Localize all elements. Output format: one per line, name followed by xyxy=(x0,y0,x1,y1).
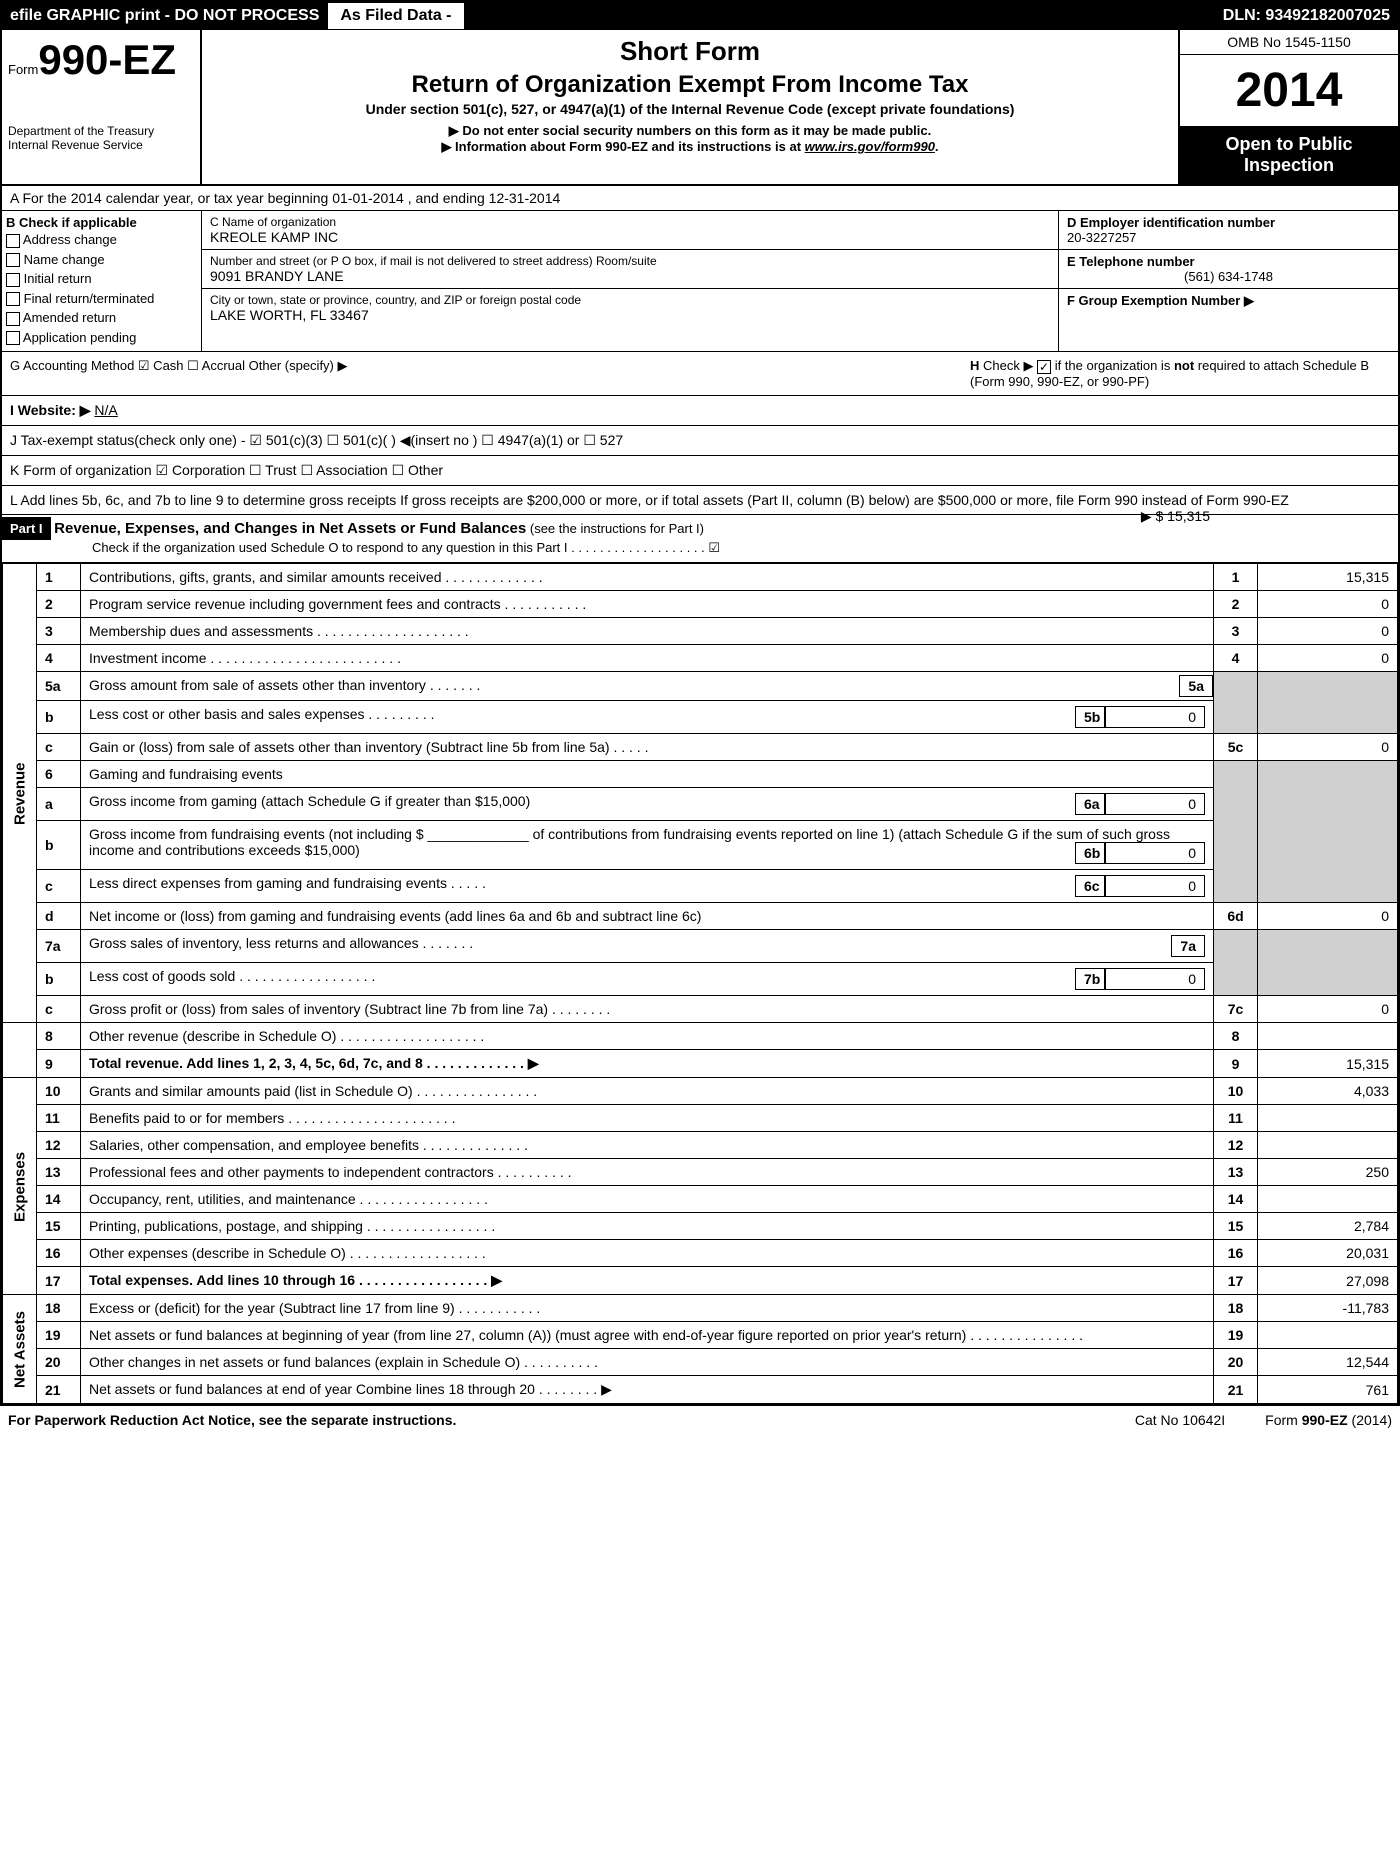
org-name: KREOLE KAMP INC xyxy=(210,229,1050,245)
group-exemption: F Group Exemption Number ▶ xyxy=(1059,289,1398,313)
ein-value: 20-3227257 xyxy=(1067,230,1390,245)
val-14 xyxy=(1258,1186,1398,1213)
top-bar: efile GRAPHIC print - DO NOT PROCESS As … xyxy=(2,2,1398,30)
header-mid: Short Form Return of Organization Exempt… xyxy=(202,30,1178,184)
header-left: Form990-EZ Department of the Treasury In… xyxy=(2,30,202,184)
val-4: 0 xyxy=(1258,645,1398,672)
val-11 xyxy=(1258,1105,1398,1132)
line-j: J Tax-exempt status(check only one) - ☑ … xyxy=(2,426,1398,456)
side-revenue: Revenue xyxy=(3,564,37,1023)
header-right: OMB No 1545-1150 2014 Open to Public Ins… xyxy=(1178,30,1398,184)
val-18: -11,783 xyxy=(1258,1295,1398,1322)
omb-number: OMB No 1545-1150 xyxy=(1180,30,1398,55)
phone-block: E Telephone number (561) 634-1748 xyxy=(1059,250,1398,289)
ein-block: D Employer identification number 20-3227… xyxy=(1059,211,1398,250)
val-16: 20,031 xyxy=(1258,1240,1398,1267)
side-netassets: Net Assets xyxy=(3,1295,37,1404)
org-addr-block: Number and street (or P O box, if mail i… xyxy=(202,250,1058,289)
form-ref: Form 990-EZ (2014) xyxy=(1265,1412,1392,1428)
org-address: 9091 BRANDY LANE xyxy=(210,268,1050,284)
chk-address[interactable]: Address change xyxy=(6,230,197,250)
val-6d: 0 xyxy=(1258,903,1398,930)
val-20: 12,544 xyxy=(1258,1349,1398,1376)
line-l: L Add lines 5b, 6c, and 7b to line 9 to … xyxy=(2,486,1398,515)
val-17: 27,098 xyxy=(1258,1267,1398,1295)
val-19 xyxy=(1258,1322,1398,1349)
page-footer: For Paperwork Reduction Act Notice, see … xyxy=(0,1406,1400,1434)
line-g-h: G Accounting Method ☑ Cash ☐ Accrual Oth… xyxy=(2,352,1398,396)
form-page: efile GRAPHIC print - DO NOT PROCESS As … xyxy=(0,0,1400,1406)
chk-name[interactable]: Name change xyxy=(6,250,197,270)
short-form-title: Short Form xyxy=(208,36,1172,67)
val-8 xyxy=(1258,1023,1398,1050)
chk-pending[interactable]: Application pending xyxy=(6,328,197,348)
phone-value: (561) 634-1748 xyxy=(1067,269,1390,284)
org-city-block: City or town, state or province, country… xyxy=(202,289,1058,327)
col-b-checkboxes: B Check if applicable Address change Nam… xyxy=(2,211,202,351)
val-5c: 0 xyxy=(1258,734,1398,761)
note-info: ▶ Information about Form 990-EZ and its … xyxy=(208,139,1172,155)
part1-label: Part I xyxy=(2,517,51,540)
cat-no: Cat No 10642I xyxy=(1095,1412,1265,1428)
accounting-method: G Accounting Method ☑ Cash ☐ Accrual Oth… xyxy=(10,358,970,389)
val-13: 250 xyxy=(1258,1159,1398,1186)
chk-final[interactable]: Final return/terminated xyxy=(6,289,197,309)
part1-sub: Check if the organization used Schedule … xyxy=(2,540,1398,556)
gross-receipts: ▶ $ 15,315 xyxy=(1141,508,1390,525)
chk-sched-b[interactable]: ✓ xyxy=(1037,360,1051,374)
dept-treasury: Department of the Treasury xyxy=(8,124,194,138)
val-21: 761 xyxy=(1258,1376,1398,1404)
org-city: LAKE WORTH, FL 33467 xyxy=(210,307,1050,323)
tax-year: 2014 xyxy=(1180,55,1398,126)
val-7c: 0 xyxy=(1258,996,1398,1023)
chk-amended[interactable]: Amended return xyxy=(6,308,197,328)
inspection-notice: Open to Public Inspection xyxy=(1180,126,1398,184)
org-name-block: C Name of organization KREOLE KAMP INC xyxy=(202,211,1058,250)
chk-initial[interactable]: Initial return xyxy=(6,269,197,289)
val-15: 2,784 xyxy=(1258,1213,1398,1240)
dln-label: DLN: 93492182007025 xyxy=(1215,3,1398,29)
irs-link[interactable]: www.irs.gov/form990 xyxy=(805,139,935,154)
paperwork-notice: For Paperwork Reduction Act Notice, see … xyxy=(8,1412,1095,1428)
note-ssn: ▶ Do not enter social security numbers o… xyxy=(208,123,1172,139)
val-2: 0 xyxy=(1258,591,1398,618)
val-9: 15,315 xyxy=(1258,1050,1398,1078)
b-title: B Check if applicable xyxy=(6,215,197,230)
form-number: 990-EZ xyxy=(38,36,176,83)
val-10: 4,033 xyxy=(1258,1078,1398,1105)
side-expenses: Expenses xyxy=(3,1078,37,1295)
schedule-b-check: H Check ▶ ✓ if the organization is not r… xyxy=(970,358,1390,389)
return-title: Return of Organization Exempt From Incom… xyxy=(208,71,1172,99)
val-1: 15,315 xyxy=(1258,564,1398,591)
line-k: K Form of organization ☑ Corporation ☐ T… xyxy=(2,456,1398,486)
form-label: Form xyxy=(8,62,38,77)
line-i: I Website: ▶ N/A xyxy=(2,396,1398,426)
calendar-year: A For the 2014 calendar year, or tax yea… xyxy=(2,186,1398,210)
col-c-org: C Name of organization KREOLE KAMP INC N… xyxy=(202,211,1058,351)
as-filed-label: As Filed Data - xyxy=(327,2,464,30)
col-d: D Employer identification number 20-3227… xyxy=(1058,211,1398,351)
form-header: Form990-EZ Department of the Treasury In… xyxy=(2,30,1398,186)
val-3: 0 xyxy=(1258,618,1398,645)
val-12 xyxy=(1258,1132,1398,1159)
section-bc: B Check if applicable Address change Nam… xyxy=(2,211,1398,352)
lines-table: Revenue 1Contributions, gifts, grants, a… xyxy=(2,563,1398,1404)
dept-irs: Internal Revenue Service xyxy=(8,138,194,152)
subtitle: Under section 501(c), 527, or 4947(a)(1)… xyxy=(208,101,1172,117)
website-value: N/A xyxy=(94,402,117,418)
efile-label: efile GRAPHIC print - DO NOT PROCESS xyxy=(2,3,327,29)
row-a: A For the 2014 calendar year, or tax yea… xyxy=(2,186,1398,211)
part1-title: Revenue, Expenses, and Changes in Net As… xyxy=(54,520,526,537)
